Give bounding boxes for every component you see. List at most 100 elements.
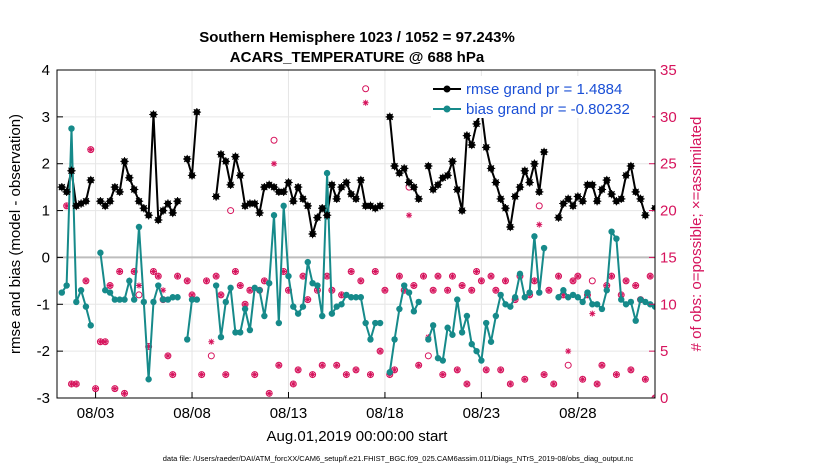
obs-assimilated-point: [463, 380, 470, 387]
rmse-point: [753, 177, 759, 183]
rmse-point-star: [631, 187, 640, 197]
bias-point: [323, 169, 331, 177]
bias-point: [58, 289, 66, 296]
bias-point: [280, 202, 287, 210]
rmse-point: [743, 196, 749, 202]
obs-assimilated-point: [434, 273, 441, 280]
y-right-tick-label: 35: [660, 62, 677, 79]
bias-point: [164, 296, 172, 303]
plot-area: [57, 85, 830, 398]
bias-point: [73, 298, 80, 306]
bias-point: [135, 223, 143, 231]
obs-assimilated-point: [97, 338, 104, 345]
rmse-line: [61, 109, 655, 235]
obs-assimilated-point: [560, 291, 567, 298]
y-axis-right-label: # of obs: o=possible; ×=assimilated: [688, 117, 705, 352]
bias-point: [743, 301, 749, 307]
y-right-tick-label: 25: [660, 156, 677, 173]
obs-assimilated-point: [208, 338, 215, 345]
x-tick-label: 08/18: [366, 405, 404, 422]
bias-point: [275, 319, 283, 327]
rmse-point-star: [404, 178, 414, 187]
obs-assimilated-point: [541, 371, 548, 378]
rmse-point-star: [448, 157, 457, 166]
rmse-point: [666, 182, 672, 188]
bias-point: [627, 298, 635, 306]
obs-assimilated-point: [488, 273, 495, 280]
y-right-tick-label: 0: [660, 390, 668, 407]
obs-assimilated-point: [468, 287, 475, 294]
obs-assimilated-point: [478, 277, 485, 284]
bias-point: [429, 322, 437, 329]
bias-point: [140, 298, 148, 306]
bias-point: [212, 282, 220, 289]
rmse-point-star: [747, 174, 755, 182]
rmse-point-star: [771, 188, 779, 196]
rmse-point-star: [269, 182, 279, 192]
bias-point: [391, 336, 398, 343]
rmse-point-star: [245, 199, 255, 208]
y-left-tick-label: 4: [42, 62, 50, 79]
obs-assimilated-point: [497, 366, 504, 373]
bias-point: [468, 340, 475, 348]
bias-point: [188, 296, 196, 303]
obs-assimilated-point: [377, 348, 384, 355]
obs-assimilated-point: [266, 390, 273, 397]
bias-point: [483, 319, 490, 327]
rmse-point-star: [583, 180, 592, 189]
rmse-point: [710, 191, 716, 197]
bias-point: [357, 294, 365, 301]
bias-point: [787, 292, 793, 298]
obs-assimilated-point: [381, 287, 388, 294]
obs-assimilated-point: [439, 371, 446, 378]
rmse-point-star: [752, 176, 760, 184]
bias-point: [106, 289, 114, 296]
rmse-point-star: [395, 168, 404, 178]
rmse-point-star: [612, 197, 621, 206]
rmse-point: [768, 161, 774, 167]
bias-point: [251, 284, 258, 292]
bias-point: [261, 312, 268, 320]
bias-point: [502, 301, 509, 308]
bias-point: [574, 294, 582, 301]
bias-point: [338, 301, 345, 308]
x-tick-label: 08/23: [463, 405, 501, 422]
bias-point: [521, 294, 528, 301]
bias-point: [642, 298, 649, 306]
x-tick-label: 08/03: [77, 405, 115, 422]
rmse-point-star: [255, 208, 264, 218]
bias-line: [60, 128, 655, 380]
bias-point: [87, 322, 94, 329]
obs-possible-point: [424, 352, 432, 360]
bias-point: [111, 296, 119, 303]
bias-point: [174, 294, 181, 301]
obs-assimilated-point: [565, 348, 572, 355]
obs-assimilated-point: [251, 371, 258, 378]
y-left-tick-label: 1: [42, 203, 50, 220]
rmse-point-star: [115, 187, 124, 197]
obs-assimilated-point: [492, 287, 499, 294]
rmse-point-star: [665, 181, 673, 189]
rmse-point: [681, 172, 687, 178]
bias-point: [739, 339, 745, 345]
bias-point: [155, 282, 162, 289]
rmse-point-star: [607, 189, 616, 199]
bias-point: [285, 272, 292, 280]
y-axis-left-label: rmse and bias (model - observation): [7, 114, 24, 354]
rmse-point: [758, 170, 764, 176]
obs-assimilated-point: [222, 371, 229, 378]
rmse-point-star: [718, 192, 726, 200]
rmse-point-star: [457, 206, 467, 215]
legend-box: [431, 76, 652, 118]
rmse-point-star: [76, 199, 86, 208]
rmse-point-star: [385, 112, 394, 122]
rmse-point: [657, 196, 663, 202]
obs-assimilated-point: [589, 310, 596, 317]
rmse-point-star: [757, 169, 765, 177]
y-left-tick-label: -1: [37, 296, 50, 313]
obs-assimilated-point: [237, 282, 244, 289]
bias-point: [145, 376, 152, 383]
obs-assimilated-point: [232, 268, 239, 275]
obs-assimilated-point: [545, 287, 552, 294]
rmse-point: [825, 144, 830, 150]
